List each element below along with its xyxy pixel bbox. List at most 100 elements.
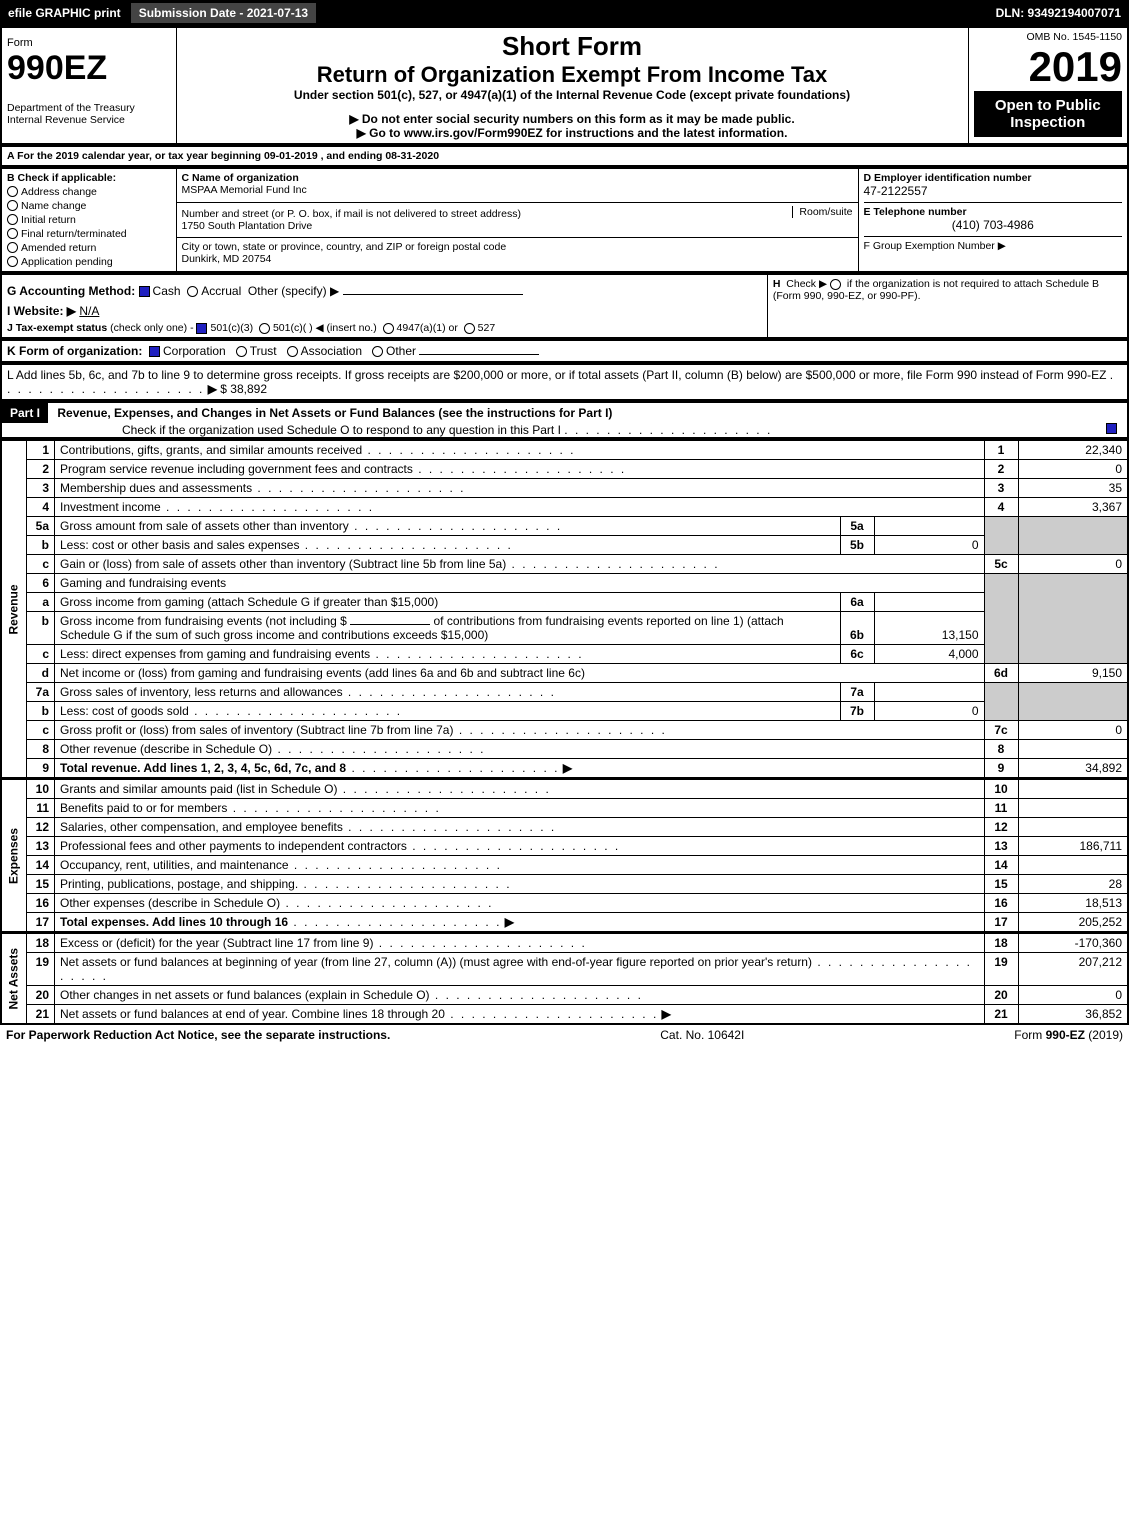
527-radio[interactable] [464,323,475,334]
row-21-desc: Net assets or fund balances at end of ye… [60,1007,445,1021]
row-10-desc: Grants and similar amounts paid (list in… [60,782,337,796]
row-18-num: 18 [27,933,55,953]
row-3-amount: 35 [1018,479,1128,498]
row-19-code: 19 [984,953,1018,986]
row-7a-desc: Gross sales of inventory, less returns a… [60,685,343,699]
row-8-code: 8 [984,740,1018,759]
527-label: 527 [478,322,496,334]
pending-radio[interactable] [7,256,18,267]
box-d-label: D Employer identification number [864,172,1123,184]
row-7b-code: 7b [840,702,874,721]
4947-radio[interactable] [383,323,394,334]
line-l-text: L Add lines 5b, 6c, and 7b to line 9 to … [7,368,1106,382]
row-10-code: 10 [984,779,1018,799]
row-10-amount [1018,779,1128,799]
tax-year: 2019 [974,43,1123,91]
row-1-desc: Contributions, gifts, grants, and simila… [60,443,362,457]
row-16-amount: 18,513 [1018,894,1128,913]
line-i-label: I Website: ▶ [7,304,76,318]
row-13-desc: Professional fees and other payments to … [60,839,407,853]
row-5c-code: 5c [984,555,1018,574]
main-title: Return of Organization Exempt From Incom… [182,62,963,88]
row-6b-code: 6b [840,612,874,645]
org-info-block: B Check if applicable: Address change Na… [0,167,1129,273]
box-b-title: B Check if applicable: [7,172,171,184]
row-21-code: 21 [984,1005,1018,1025]
row-6d-num: d [27,664,55,683]
form-number: 990EZ [7,49,171,88]
row-6a-amount [874,593,984,612]
row-6c-num: c [27,645,55,664]
part1-header: Part I Revenue, Expenses, and Changes in… [0,401,1129,439]
row-7a-num: 7a [27,683,55,702]
row-7b-amount: 0 [874,702,984,721]
corp-label: Corporation [163,344,226,358]
row-9-num: 9 [27,759,55,779]
row-21-amount: 36,852 [1018,1005,1128,1025]
row-4-amount: 3,367 [1018,498,1128,517]
cash-checkbox[interactable] [139,286,150,297]
501c3-checkbox[interactable] [196,323,207,334]
row-6d-amount: 9,150 [1018,664,1128,683]
row-6b-amount: 13,150 [874,612,984,645]
line-l-row: L Add lines 5b, 6c, and 7b to line 9 to … [0,363,1129,401]
assoc-radio[interactable] [287,346,298,357]
row-6-num: 6 [27,574,55,593]
goto-link[interactable]: ▶ Go to www.irs.gov/Form990EZ for instru… [182,126,963,140]
row-6b-desc1: Gross income from fundraising events (no… [60,614,347,628]
row-14-num: 14 [27,856,55,875]
initial-return-radio[interactable] [7,214,18,225]
final-return-radio[interactable] [7,228,18,239]
schedule-b-radio[interactable] [830,279,841,290]
row-3-code: 3 [984,479,1018,498]
row-17-desc: Total expenses. Add lines 10 through 16 [60,915,288,929]
part1-table: Revenue 1 Contributions, gifts, grants, … [0,439,1129,1025]
amended-radio[interactable] [7,242,18,253]
other-label: Other (specify) ▶ [248,284,339,298]
row-5a-amount [874,517,984,536]
row-4-desc: Investment income [60,500,161,514]
line-a: A For the 2019 calendar year, or tax yea… [1,146,1128,166]
trust-radio[interactable] [236,346,247,357]
ssn-warning: ▶ Do not enter social security numbers o… [182,112,963,126]
row-20-code: 20 [984,986,1018,1005]
row-11-num: 11 [27,799,55,818]
part1-checkline: Check if the organization used Schedule … [122,423,561,437]
name-change-radio[interactable] [7,200,18,211]
row-11-amount [1018,799,1128,818]
row-6a-desc: Gross income from gaming (attach Schedul… [55,593,841,612]
row-12-desc: Salaries, other compensation, and employ… [60,820,343,834]
city-value: Dunkirk, MD 20754 [182,253,853,265]
row-4-num: 4 [27,498,55,517]
trust-label: Trust [250,344,277,358]
accrual-radio[interactable] [187,286,198,297]
schedule-o-checkbox[interactable] [1106,423,1117,434]
g-h-block: G Accounting Method: Cash Accrual Other … [0,273,1129,339]
box-f-label: F Group Exemption Number ▶ [864,236,1123,252]
row-9-desc: Total revenue. Add lines 1, 2, 3, 4, 5c,… [60,761,346,775]
row-16-num: 16 [27,894,55,913]
corp-checkbox[interactable] [149,346,160,357]
line-k-label: K Form of organization: [7,344,142,358]
row-15-desc: Printing, publications, postage, and shi… [60,877,298,891]
pending-label: Application pending [21,256,113,268]
row-6a-num: a [27,593,55,612]
addr-change-radio[interactable] [7,186,18,197]
row-9-code: 9 [984,759,1018,779]
footer-left: For Paperwork Reduction Act Notice, see … [6,1028,390,1042]
row-19-desc: Net assets or fund balances at beginning… [60,955,812,969]
line-h-label: H [773,278,781,290]
initial-return-label: Initial return [21,214,76,226]
row-7a-code: 7a [840,683,874,702]
box-e-label: E Telephone number [864,202,1123,218]
row-5b-amount: 0 [874,536,984,555]
row-14-code: 14 [984,856,1018,875]
open-public-badge: Open to Public Inspection [974,91,1123,137]
other-radio[interactable] [372,346,383,357]
row-10-num: 10 [27,779,55,799]
501c-radio[interactable] [259,323,270,334]
org-name: MSPAA Memorial Fund Inc [182,184,853,196]
row-7c-code: 7c [984,721,1018,740]
row-12-num: 12 [27,818,55,837]
row-5b-code: 5b [840,536,874,555]
